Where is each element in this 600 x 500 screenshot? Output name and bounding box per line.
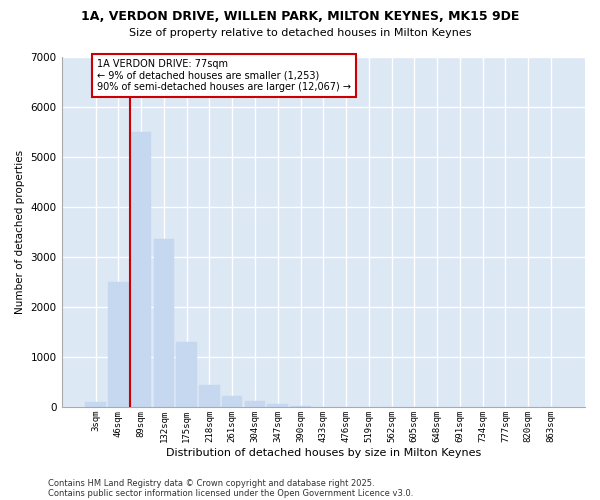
Bar [131, 132, 151, 407]
Bar [268, 404, 288, 407]
Bar [245, 402, 265, 407]
Bar [222, 396, 242, 407]
Bar [154, 239, 174, 407]
Bar [176, 342, 197, 407]
Bar [290, 406, 311, 407]
Y-axis label: Number of detached properties: Number of detached properties [15, 150, 25, 314]
X-axis label: Distribution of detached houses by size in Milton Keynes: Distribution of detached houses by size … [166, 448, 481, 458]
Text: Size of property relative to detached houses in Milton Keynes: Size of property relative to detached ho… [129, 28, 471, 38]
Bar [108, 282, 128, 407]
Text: 1A VERDON DRIVE: 77sqm
← 9% of detached houses are smaller (1,253)
90% of semi-d: 1A VERDON DRIVE: 77sqm ← 9% of detached … [97, 59, 351, 92]
Text: 1A, VERDON DRIVE, WILLEN PARK, MILTON KEYNES, MK15 9DE: 1A, VERDON DRIVE, WILLEN PARK, MILTON KE… [81, 10, 519, 23]
Text: Contains public sector information licensed under the Open Government Licence v3: Contains public sector information licen… [48, 488, 413, 498]
Bar [85, 402, 106, 407]
Bar [199, 386, 220, 407]
Text: Contains HM Land Registry data © Crown copyright and database right 2025.: Contains HM Land Registry data © Crown c… [48, 478, 374, 488]
